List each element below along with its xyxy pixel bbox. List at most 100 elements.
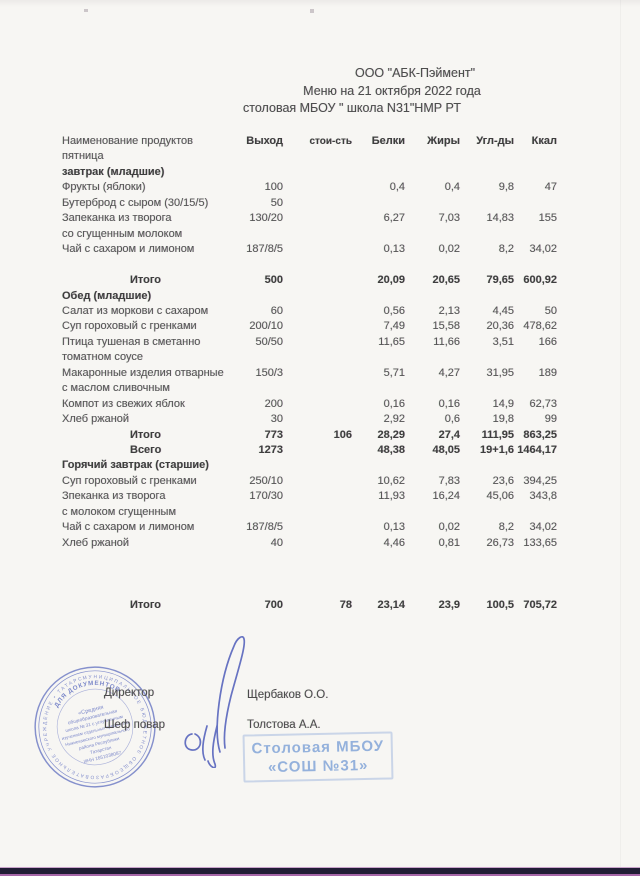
col-header-out: Выход <box>246 135 283 147</box>
cell-fat: 0,16 <box>438 397 460 410</box>
cell-name: Компот из свежих яблок <box>62 397 185 410</box>
table-row: Всего 1273 48,38 48,05 19+1,6 1464,17 <box>0 443 640 459</box>
cell-kcal: 1464,17 <box>517 444 557 456</box>
cell-out: 700 <box>264 598 283 611</box>
cell-name: Суп гороховый с гренками <box>62 474 197 487</box>
cell-out: 170/30 <box>249 490 283 503</box>
cell-fat: 0,6 <box>444 413 460 426</box>
cell-fat: 7,83 <box>438 474 460 487</box>
cell-prot: 2,92 <box>383 413 405 426</box>
canteen-subtitle: столовая МБОУ " школа N31"НМР РТ <box>243 101 461 115</box>
scan-speck <box>310 9 314 13</box>
cell-out: 50 <box>270 196 283 209</box>
table-row: Итого 700 78 23,14 23,9 100,5 705,72 <box>0 598 640 614</box>
cell-kcal: 133,65 <box>523 536 557 549</box>
table-row: Запеканка из творога 130/20 6,27 7,03 14,83 1… <box>0 211 640 227</box>
table-row: Компот из свежих яблок 200 0,16 0,16 14,9 62,… <box>0 397 640 413</box>
cell-carb: 4,45 <box>492 304 514 317</box>
cell-fat: 20,65 <box>432 274 460 287</box>
cell-fat: 15,58 <box>432 320 460 333</box>
cell-prot: 28,29 <box>377 428 405 441</box>
cell-name: Хлеб ржаной <box>62 536 130 549</box>
cell-name: Салат из моркови с сахаром <box>62 304 209 317</box>
cell-prot: 5,71 <box>383 366 405 379</box>
cell-kcal: 705,72 <box>523 598 557 611</box>
director-name: Щербаков О.О. <box>247 689 329 701</box>
cell-carb: 79,65 <box>486 274 514 287</box>
cell-name: с молоком сгущенным <box>62 505 177 518</box>
cell-prot: 0,13 <box>383 521 405 534</box>
cell-out: 187/8/5 <box>246 521 283 534</box>
table-row: Зпеканка из творога 170/30 11,93 16,24 45,06… <box>0 489 640 505</box>
cell-out: 200 <box>264 397 283 410</box>
cell-name: Запеканка из творога <box>62 212 172 225</box>
table-row: Птица тушеная в сметанно 50/50 11,65 11,66 3… <box>0 335 640 351</box>
cell-kcal: 50 <box>544 304 557 317</box>
col-header-fat: Жиры <box>427 135 460 147</box>
cell-kcal: 34,02 <box>529 521 557 534</box>
cell-kcal: 343,8 <box>529 490 557 503</box>
cell-carb: 111,95 <box>481 428 514 441</box>
col-header-carbs: Угл-ды <box>476 135 514 147</box>
cell-name: пятница <box>62 150 104 163</box>
cell-fat: 23,9 <box>438 598 460 611</box>
cell-prot: 11,65 <box>378 335 405 348</box>
table-row: Фрукты (яблоки) 100 0,4 0,4 9,8 47 <box>0 180 640 196</box>
col-header-cost: стои-сть <box>309 136 352 147</box>
director-label: Директор <box>104 687 155 699</box>
cell-out: 773 <box>264 428 283 441</box>
cell-name: завтрак (младшие) <box>62 165 165 178</box>
cell-name: Макаронные изделия отварные <box>62 366 224 379</box>
table-row: томатном соусе <box>0 350 640 366</box>
table-row: Итого 500 20,09 20,65 79,65 600,92 <box>0 273 640 289</box>
table-row: завтрак (младшие) <box>0 165 640 181</box>
cell-name: Итого <box>130 598 162 611</box>
cell-kcal: 155 <box>538 212 557 225</box>
svg-text:Татарстан: Татарстан <box>90 745 113 755</box>
table-row: Обед (младшие) <box>0 289 640 305</box>
table-row: Макаронные изделия отварные 150/3 5,71 4,27… <box>0 366 640 382</box>
cell-name: Суп гороховый с гренками <box>62 320 197 333</box>
col-header-kcal: Ккал <box>531 135 557 147</box>
company-name: ООО "АБК-Пэймент" <box>354 66 476 80</box>
cell-prot: 48,38 <box>377 444 405 456</box>
cell-fat: 11,66 <box>433 335 460 348</box>
cell-prot: 11,93 <box>378 490 405 503</box>
cell-name: Всего <box>130 444 162 456</box>
cell-out: 150/3 <box>255 366 283 379</box>
cell-kcal: 863,25 <box>523 428 557 441</box>
cell-kcal: 47 <box>544 181 557 194</box>
cell-out: 200/10 <box>249 320 283 333</box>
cell-fat: 7,03 <box>438 212 460 225</box>
cell-name: Бутерброд с сыром (30/15/5) <box>62 196 209 209</box>
cell-out: 40 <box>270 536 283 549</box>
table-row: пятница <box>0 149 640 165</box>
chef-name: Толстова А.А. <box>247 719 321 731</box>
cell-out: 187/8/5 <box>246 243 283 256</box>
cell-kcal: 62,73 <box>529 397 557 410</box>
table-row: с маслом сливочным <box>0 381 640 397</box>
cell-out: 100 <box>264 181 283 194</box>
cell-out: 250/10 <box>249 474 283 487</box>
table-row: Итого 773 106 28,29 27,4 111,95 863,25 <box>0 428 640 444</box>
cell-name: Чай с сахаром и лимоном <box>62 521 195 534</box>
cell-carb: 8,2 <box>498 521 514 534</box>
cell-kcal: 99 <box>544 413 557 426</box>
table-row: со сгущенным молоком <box>0 227 640 243</box>
table-row: Суп гороховый с гренками 250/10 10,62 7,83 2… <box>0 474 640 490</box>
cell-name: томатном соусе <box>62 351 143 364</box>
cell-out: 1273 <box>258 444 283 456</box>
paper-edge-line <box>620 0 621 876</box>
cell-carb: 3,51 <box>492 335 514 348</box>
cell-prot: 7,49 <box>383 320 405 333</box>
table-row: с молоком сгущенным <box>0 505 640 521</box>
cell-carb: 19,8 <box>492 413 514 426</box>
menu-title: Меню на 21 октября 2022 года <box>303 84 481 98</box>
cell-carb: 23,6 <box>492 474 514 487</box>
cell-carb: 9,8 <box>498 181 514 194</box>
cell-cost: 78 <box>339 598 352 611</box>
col-header-protein: Белки <box>371 135 405 147</box>
cell-prot: 0,13 <box>383 243 405 256</box>
cell-out: 60 <box>270 304 283 317</box>
